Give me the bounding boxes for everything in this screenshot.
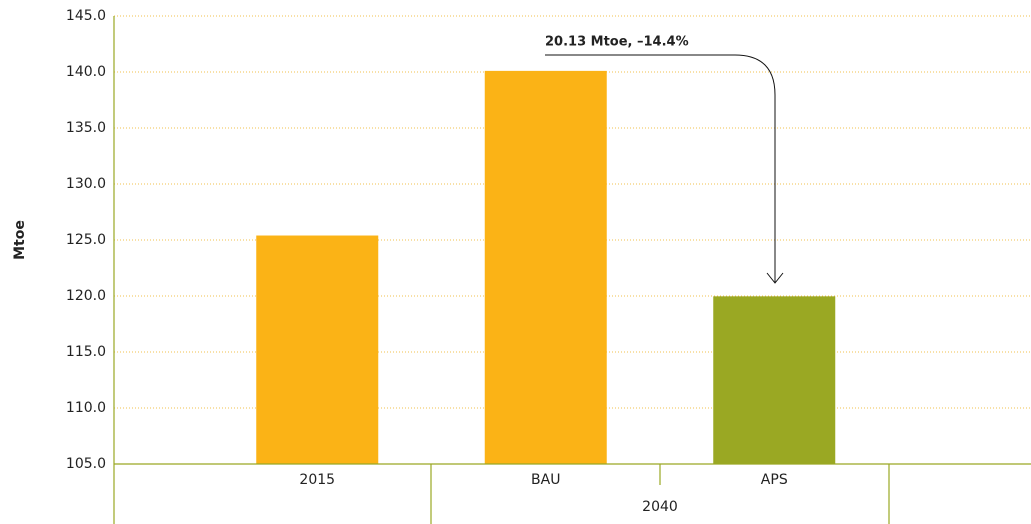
y-tick-label: 130.0	[66, 176, 106, 192]
y-tick-label: 140.0	[66, 64, 106, 80]
annotation: 20.13 Mtoe, –14.4%	[545, 35, 689, 50]
y-tick-label: 110.0	[66, 400, 106, 416]
bar	[484, 70, 607, 464]
y-tick-label: 105.0	[66, 456, 106, 472]
x-tick-label: APS	[761, 472, 788, 488]
bar	[256, 235, 379, 464]
y-tick-label: 125.0	[66, 232, 106, 248]
y-tick-label: 135.0	[66, 120, 106, 136]
y-tick-label: 115.0	[66, 344, 106, 360]
y-tick-label: 120.0	[66, 288, 106, 304]
y-axis-label: Mtoe	[12, 220, 28, 260]
x-tick-label: BAU	[531, 472, 560, 488]
y-tick-label: 145.0	[66, 8, 106, 24]
bar	[713, 296, 836, 464]
x-tick-label: 2015	[299, 472, 335, 488]
group-label: 2040	[642, 499, 678, 515]
annotation-arrow	[545, 54, 784, 284]
